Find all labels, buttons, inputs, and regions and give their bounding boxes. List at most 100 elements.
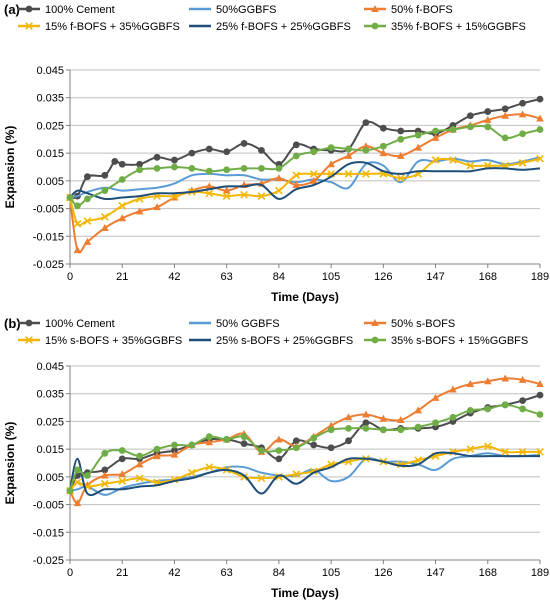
data-point xyxy=(118,447,126,454)
data-point xyxy=(483,442,492,451)
data-point xyxy=(466,161,475,170)
y-tick-label: 0.005 xyxy=(36,176,64,188)
chart-panel-b: (b) 100% Cement 50% GGBFS 50% s-BOFS 15% s-B… xyxy=(3,316,549,600)
legend-item: 100% Cement xyxy=(18,318,115,330)
data-point xyxy=(240,190,248,199)
data-point xyxy=(362,146,370,154)
data-point xyxy=(257,474,266,483)
data-point xyxy=(501,111,509,119)
data-point xyxy=(118,477,127,485)
data-point xyxy=(275,455,283,463)
data-point xyxy=(171,156,178,164)
data-point xyxy=(536,154,544,163)
data-point xyxy=(136,452,144,460)
legend-item: 15% f-BOFS + 35%GGBFS xyxy=(18,21,180,33)
data-point xyxy=(536,126,544,133)
data-point xyxy=(240,140,248,147)
data-point xyxy=(74,202,81,210)
data-point xyxy=(536,114,544,122)
data-point xyxy=(240,433,248,441)
data-point xyxy=(414,406,422,414)
data-point xyxy=(484,405,492,413)
series-4 xyxy=(66,154,544,228)
y-tick-label: 0.015 xyxy=(36,444,64,456)
data-point xyxy=(344,151,353,159)
data-point xyxy=(484,123,492,131)
data-point xyxy=(432,127,439,135)
x-tick-label: 0 xyxy=(67,271,73,283)
data-point xyxy=(153,452,161,460)
legend-item: 50%GGBFS xyxy=(189,4,277,16)
data-point xyxy=(258,146,265,154)
x-tick-label: 0 xyxy=(67,567,73,579)
data-point xyxy=(309,176,318,184)
data-point xyxy=(396,174,405,182)
legend-label: 35% s-BOFS + 15%GGBFS xyxy=(391,335,528,347)
data-point xyxy=(431,393,440,401)
data-point xyxy=(187,468,196,477)
data-point xyxy=(153,164,161,172)
data-point xyxy=(327,444,335,452)
data-point xyxy=(292,141,300,149)
x-tick-label: 168 xyxy=(479,567,497,579)
data-point xyxy=(100,479,109,488)
legend-marker xyxy=(25,336,33,344)
data-point xyxy=(73,499,82,507)
y-tick-label: 0.025 xyxy=(36,416,64,428)
legend-marker xyxy=(25,319,33,327)
data-point xyxy=(310,441,318,449)
legend-label: 50% f-BOFS xyxy=(391,4,453,16)
data-point xyxy=(362,170,370,178)
legend-label: 50% s-BOFS xyxy=(391,318,455,330)
y-tick-label: -0.025 xyxy=(33,555,64,567)
legend-label: 25% s-BOFS + 25%GGBFS xyxy=(216,335,353,347)
data-point xyxy=(205,167,213,175)
data-point xyxy=(379,414,388,422)
legend-item: 25% f-BOFS + 25%GGBFS xyxy=(189,21,351,33)
y-axis-title: Expansion (%) xyxy=(3,126,17,209)
data-point xyxy=(188,149,196,157)
data-point xyxy=(223,436,231,443)
data-point xyxy=(466,380,475,388)
data-point xyxy=(379,149,388,157)
data-point xyxy=(171,163,178,171)
data-point xyxy=(101,187,109,194)
x-tick-label: 189 xyxy=(531,271,549,283)
data-point xyxy=(362,142,370,150)
data-point xyxy=(501,401,509,409)
y-tick-label: -0.005 xyxy=(33,500,64,512)
legend-item: 15% s-BOFS + 35%GGBFS xyxy=(18,335,182,347)
data-point xyxy=(379,426,387,434)
x-tick-label: 168 xyxy=(479,271,497,283)
data-point xyxy=(205,438,214,446)
data-point xyxy=(170,450,179,458)
x-tick-label: 84 xyxy=(273,271,285,283)
legend-item: 35% f-BOFS + 15%GGBFS xyxy=(364,21,526,33)
legend-label: 15% s-BOFS + 35%GGBFS xyxy=(45,335,182,347)
data-point xyxy=(118,214,127,222)
y-tick-label: 0.045 xyxy=(36,65,64,77)
data-point xyxy=(223,148,231,156)
data-point xyxy=(292,437,300,445)
data-point xyxy=(309,170,318,178)
data-point xyxy=(73,246,82,254)
data-point xyxy=(362,419,370,427)
data-point xyxy=(362,410,370,418)
data-point xyxy=(292,171,301,180)
legend-item: 50% s-BOFS xyxy=(364,318,455,330)
data-point xyxy=(449,126,457,133)
data-point xyxy=(101,171,109,179)
data-point xyxy=(379,124,387,132)
panel-label: (b) xyxy=(4,316,21,331)
data-point xyxy=(240,164,248,172)
data-point xyxy=(501,374,509,382)
data-point xyxy=(188,164,196,172)
data-point xyxy=(414,143,422,151)
data-point xyxy=(466,445,475,454)
data-point xyxy=(344,413,353,421)
data-point xyxy=(83,237,92,245)
legend-item: 50% GGBFS xyxy=(189,318,280,330)
x-axis-title: Time (Days) xyxy=(271,290,339,304)
legend-marker xyxy=(371,5,379,12)
legend-item: 50% f-BOFS xyxy=(364,4,453,16)
